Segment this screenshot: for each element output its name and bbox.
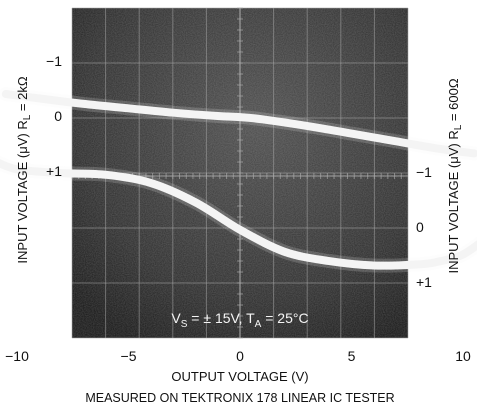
x-tick-label: −10	[5, 348, 29, 364]
left-y-tick-label: −1	[46, 53, 62, 69]
left-y-axis-label-tail: = 2kΩ	[15, 76, 30, 115]
left-y-axis-label: INPUT VOLTAGE (μV) RL = 2kΩ	[15, 76, 33, 263]
left-y-axis-label-sub: L	[22, 114, 33, 120]
right-y-axis-label-sub: L	[453, 124, 464, 130]
annotation-t-subscript: A	[255, 319, 262, 330]
right-y-axis-label-main: INPUT VOLTAGE (μV) R	[446, 130, 461, 273]
right-y-tick-label: 0	[416, 219, 424, 235]
x-tick-label: −5	[121, 348, 137, 364]
left-y-tick-label: 0	[54, 108, 62, 124]
x-tick-label: 5	[348, 348, 356, 364]
x-axis-label: OUTPUT VOLTAGE (V)	[171, 369, 308, 384]
right-y-axis-label: INPUT VOLTAGE (μV) RL = 600Ω	[446, 78, 464, 273]
x-tick-labels: −15−10−5051015	[5, 348, 471, 364]
left-y-tick-label: +1	[46, 163, 62, 179]
trace-2-right	[0, 159, 477, 270]
annotation-tail: = 25°C	[261, 310, 308, 326]
right-y-tick-labels: −1 0 +1	[416, 164, 432, 290]
annotation-mid: = ± 15V, T	[187, 310, 255, 326]
x-tick-label: 0	[236, 348, 244, 364]
trace-1-left	[1, 90, 477, 158]
annotation-v: V	[171, 310, 181, 326]
screen-grid	[71, 7, 409, 339]
annotation-v-subscript: S	[181, 319, 188, 330]
left-y-tick-labels: −1 0 +1	[46, 53, 62, 179]
x-tick-label: 10	[455, 348, 471, 364]
right-y-tick-label: +1	[416, 274, 432, 290]
conditions-annotation: VS = ± 15V, TA = 25°C	[171, 310, 308, 330]
traces	[0, 87, 477, 273]
figure-caption: MEASURED ON TEKTRONIX 178 LINEAR IC TEST…	[85, 391, 394, 405]
right-y-tick-label: −1	[416, 164, 432, 180]
right-y-axis-label-tail: = 600Ω	[446, 78, 461, 125]
left-y-axis-label-main: INPUT VOLTAGE (μV) R	[15, 120, 30, 263]
